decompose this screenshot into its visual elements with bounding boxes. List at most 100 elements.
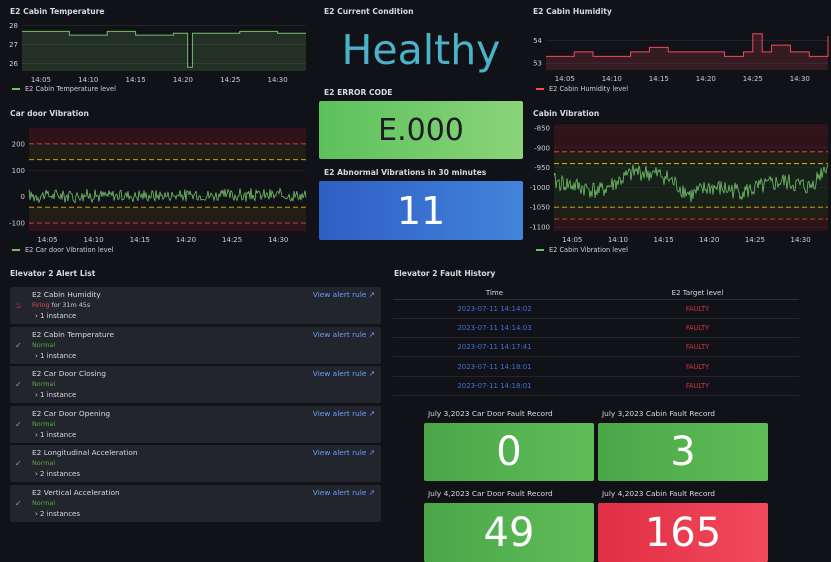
- alert-instances-count: 2 instances: [40, 470, 81, 479]
- x-tick-label: 14:05: [555, 75, 575, 83]
- error-code-panel: E2 ERROR CODE E.000: [312, 84, 530, 162]
- y-tick-label: -1100: [530, 224, 550, 232]
- fault-record-title: July 4,2023 Car Door Fault Record: [428, 489, 553, 498]
- alert-item[interactable]: ✓ E2 Cabin Temperature Normal › 1 instance V…: [10, 326, 381, 364]
- x-tick-label: 14:30: [791, 236, 811, 244]
- cabin-temperature-chart: 28 27 26 14:05 14:10 14:15 14:20 14:25 14:30: [9, 22, 306, 84]
- fault-history-table: Time E2 Target level 2023-07-11 14:14:02…: [393, 288, 799, 396]
- alert-state: Firing for 31m 45s: [32, 301, 90, 309]
- x-tick-label: 14:10: [602, 75, 622, 83]
- panel-title: Car door Vibration: [10, 109, 89, 118]
- external-link-icon: ↗: [368, 369, 375, 379]
- chevron-right-icon: ›: [35, 351, 41, 360]
- fault-record-value: 3: [598, 423, 768, 481]
- chart-legend: E2 Cabin Temperature level: [12, 85, 116, 93]
- alert-instances-toggle[interactable]: › 1 instance: [35, 431, 76, 439]
- x-tick-label: 14:15: [126, 76, 146, 84]
- alert-name: E2 Vertical Acceleration: [32, 488, 120, 497]
- error-code-value: E.000: [319, 101, 523, 159]
- panel-title: E2 Abnormal Vibrations in 30 minutes: [324, 168, 487, 177]
- view-alert-rule-label: View alert rule: [312, 290, 367, 299]
- column-header-target-level[interactable]: E2 Target level: [596, 288, 799, 300]
- x-tick-label: 14:15: [130, 236, 150, 244]
- alert-name: E2 Longitudinal Acceleration: [32, 448, 138, 458]
- alert-item[interactable]: ✓ E2 Car Door Opening Normal › 1 instance Vi…: [10, 405, 381, 443]
- cabin-vibration-chart: -850 -900 -950 -1000 -1050 -1100 14:05 14:10 14:…: [530, 124, 829, 244]
- y-tick-label: -1000: [530, 184, 550, 192]
- view-alert-rule-link[interactable]: View alert rule ↗: [313, 448, 375, 457]
- column-header-time[interactable]: Time: [393, 288, 596, 300]
- chevron-right-icon: ›: [35, 470, 41, 479]
- alert-state-label: Normal: [32, 419, 56, 428]
- series-line: [546, 33, 829, 57]
- alert-item[interactable]: ✓ E2 Car Door Closing Normal › 1 instance Vi…: [10, 366, 381, 404]
- abnormal-vibrations-panel: E2 Abnormal Vibrations in 30 minutes 11: [312, 164, 530, 244]
- y-tick-label: 53: [533, 60, 542, 68]
- view-alert-rule-label: View alert rule: [312, 369, 367, 379]
- external-link-icon: ↗: [368, 488, 375, 497]
- fault-time: 2023-07-11 14:18:01: [393, 356, 596, 377]
- x-tick-label: 14:20: [176, 236, 196, 244]
- x-tick-label: 14:30: [268, 76, 288, 84]
- x-tick-label: 14:15: [649, 75, 669, 83]
- fault-time: 2023-07-11 14:14:03: [393, 318, 596, 339]
- alert-duration: for 31m 45s: [49, 301, 91, 309]
- threshold-band: [554, 124, 828, 152]
- alert-instances-count: 2 instances: [40, 510, 81, 518]
- fault-record-value: 49: [424, 503, 594, 562]
- view-alert-rule-link[interactable]: View alert rule ↗: [313, 488, 375, 497]
- fault-history-title: Elevator 2 Fault History: [394, 269, 496, 278]
- alert-name: E2 Cabin Humidity: [32, 290, 101, 299]
- y-tick-label: 27: [9, 41, 18, 49]
- table-row: 2023-07-11 14:18:01 FAULTY: [393, 356, 799, 377]
- panel-title: E2 Current Condition: [324, 7, 414, 16]
- alert-name: E2 Cabin Temperature: [32, 329, 115, 339]
- fault-record-value: 165: [598, 503, 768, 562]
- check-icon: ✓: [15, 499, 22, 508]
- check-icon: ✓: [15, 340, 22, 350]
- check-icon: ✓: [15, 459, 22, 469]
- external-link-icon: ↗: [368, 448, 375, 458]
- fault-record-title: July 3,2023 Cabin Fault Record: [602, 409, 715, 418]
- y-tick-label: 26: [9, 60, 18, 68]
- condition-value: Healthy: [341, 26, 501, 74]
- x-tick-label: 14:25: [745, 236, 765, 244]
- threshold-band: [554, 151, 828, 164]
- y-tick-label: -1050: [530, 204, 550, 212]
- table-header-row: Time E2 Target level: [393, 288, 799, 300]
- view-alert-rule-link[interactable]: View alert rule ↗: [313, 330, 375, 339]
- alert-item[interactable]: ✓ E2 Longitudinal Acceleration Normal › 2 i…: [10, 445, 381, 483]
- threshold-band: [29, 143, 306, 160]
- legend-swatch: [12, 249, 20, 251]
- panel-title: E2 Cabin Temperature: [10, 7, 105, 16]
- alert-instances-toggle[interactable]: › 2 instances: [35, 470, 80, 478]
- alert-item[interactable]: ♨ E2 Cabin Humidity Firing for 31m 45s › 1 …: [10, 287, 381, 324]
- alert-instances-toggle[interactable]: › 1 instance: [35, 391, 76, 399]
- fault-time: 2023-07-11 14:18:01: [393, 376, 596, 396]
- x-tick-label: 14:10: [84, 236, 104, 244]
- alert-item[interactable]: ✓ E2 Vertical Acceleration Normal › 2 insta…: [10, 485, 381, 522]
- x-tick-label: 14:20: [696, 75, 716, 83]
- panel-title: Cabin Vibration: [533, 109, 600, 118]
- table-row: 2023-07-11 14:14:03 FAULTY: [393, 318, 799, 339]
- external-link-icon: ↗: [368, 329, 375, 339]
- threshold-band: [29, 128, 306, 144]
- alert-instances-toggle[interactable]: › 2 instances: [35, 510, 80, 518]
- view-alert-rule-link[interactable]: View alert rule ↗: [313, 290, 375, 299]
- fault-level: FAULTY: [596, 318, 799, 339]
- legend-swatch: [12, 88, 20, 90]
- check-icon: ✓: [15, 380, 22, 390]
- check-icon: ✓: [15, 419, 22, 429]
- cabin-humidity-panel: E2 Cabin Humidity 54 53 14:05 14:10 14:15 14:…: [530, 0, 831, 100]
- x-tick-label: 14:25: [222, 236, 242, 244]
- cabin-vibration-panel: Cabin Vibration -850 -900 -950 -1000 -1050 -1…: [530, 104, 831, 259]
- fault-level: FAULTY: [596, 376, 799, 396]
- view-alert-rule-link[interactable]: View alert rule ↗: [313, 409, 375, 418]
- series-line: [553, 164, 829, 203]
- x-tick-label: 14:05: [31, 76, 51, 84]
- alert-instances-toggle[interactable]: › 1 instance: [35, 352, 76, 360]
- alert-instances-toggle[interactable]: › 1 instance: [35, 312, 76, 320]
- threshold-band: [554, 219, 828, 231]
- legend-label: E2 Car door Vibration level: [25, 246, 114, 254]
- view-alert-rule-link[interactable]: View alert rule ↗: [313, 369, 375, 378]
